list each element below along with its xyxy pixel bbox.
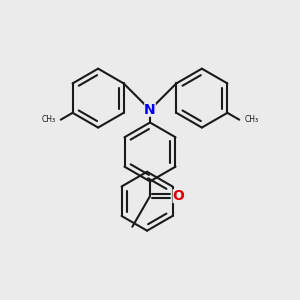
Text: O: O (172, 189, 184, 203)
Text: CH₃: CH₃ (244, 115, 258, 124)
Text: CH₃: CH₃ (42, 115, 56, 124)
Text: N: N (144, 103, 156, 117)
